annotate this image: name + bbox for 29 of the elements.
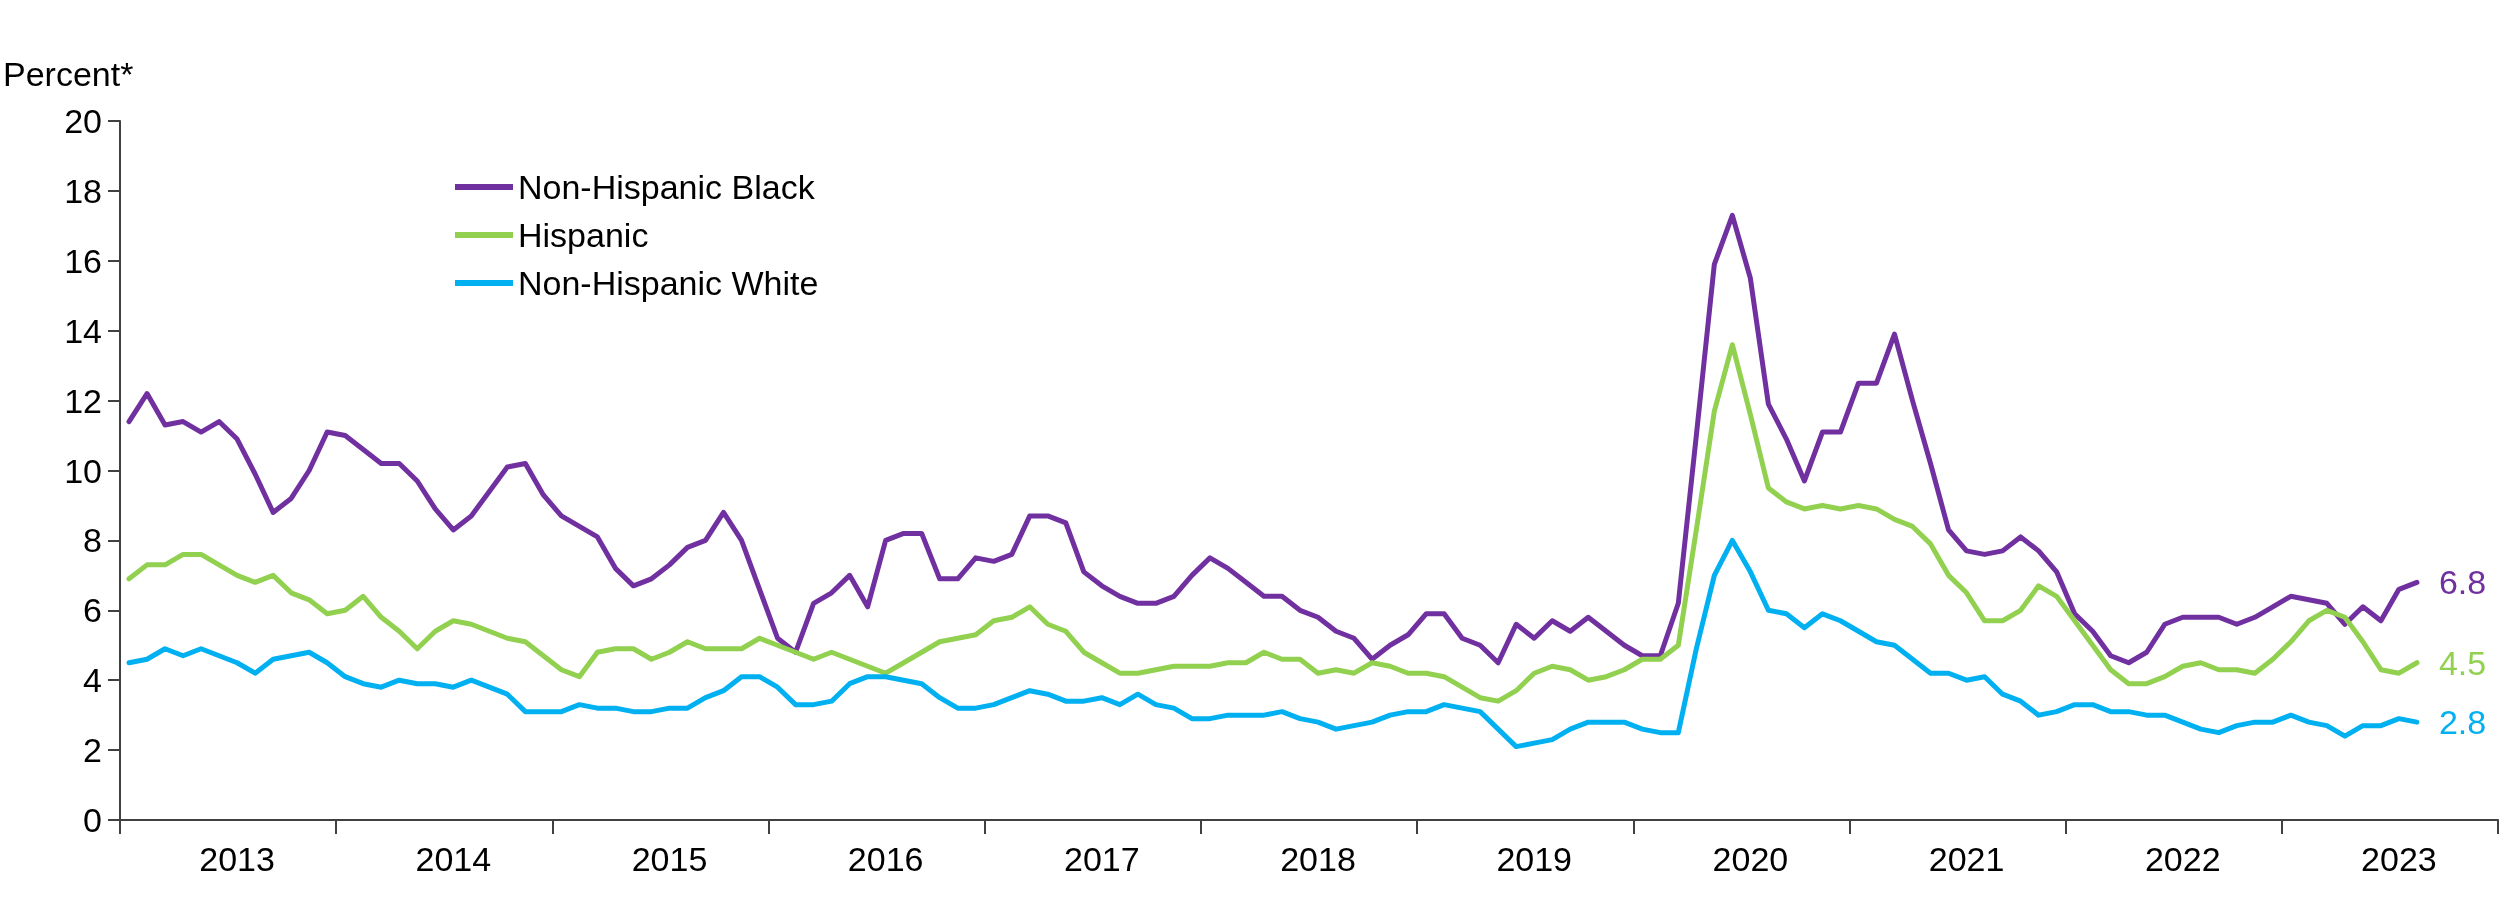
legend-label: Non-Hispanic White <box>518 264 819 302</box>
x-tick-label: 2014 <box>415 840 492 878</box>
y-tick-label: 4 <box>83 661 102 700</box>
y-axis-title: Percent* <box>3 55 134 93</box>
x-tick-label: 2023 <box>2361 840 2437 878</box>
x-tick-label: 2018 <box>1280 840 1356 878</box>
data-label: 2.8 <box>2438 703 2487 742</box>
y-tick-label: 0 <box>83 801 102 839</box>
legend-label: Hispanic <box>518 216 649 254</box>
y-tick-label: 16 <box>64 241 102 280</box>
y-tick-label: 20 <box>64 102 102 140</box>
x-tick-label: 2019 <box>1496 840 1573 878</box>
x-tick-label: 2015 <box>631 840 708 878</box>
x-tick-label: 2021 <box>1928 840 2005 878</box>
x-tick-label: 2013 <box>199 840 275 878</box>
y-tick-label: 18 <box>64 171 102 210</box>
data-label: 6.8 <box>2438 563 2487 602</box>
data-label: 4.5 <box>2438 643 2487 682</box>
y-tick-label: 6 <box>83 591 102 630</box>
y-tick-label: 10 <box>64 451 102 490</box>
y-tick-label: 8 <box>83 521 102 560</box>
x-tick-label: 2017 <box>1064 840 1140 878</box>
y-tick-label: 14 <box>64 311 102 350</box>
x-tick-label: 2022 <box>2144 840 2221 878</box>
legend-label: Non-Hispanic Black <box>518 168 816 206</box>
y-tick-label: 12 <box>64 381 102 420</box>
y-tick-label: 2 <box>83 731 102 770</box>
x-tick-label: 2020 <box>1712 840 1789 878</box>
x-tick-label: 2016 <box>847 840 924 878</box>
